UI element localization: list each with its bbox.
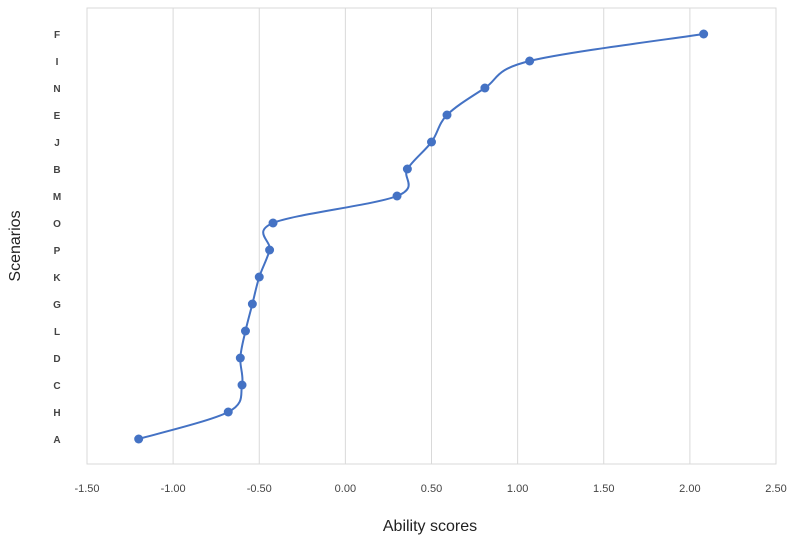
data-point-e <box>442 110 452 120</box>
x-tick-label: 1.00 <box>507 483 528 495</box>
data-points <box>134 29 709 444</box>
data-point-i <box>525 56 535 66</box>
y-tick-label: O <box>53 219 61 230</box>
x-tick-label: -0.50 <box>247 483 272 495</box>
data-point-f <box>699 29 709 39</box>
x-tick-label: 2.00 <box>679 483 700 495</box>
y-tick-label: D <box>53 354 60 365</box>
y-axis-title: Scenarios <box>7 210 24 281</box>
data-point-k <box>254 272 264 282</box>
y-tick-label: J <box>54 138 60 149</box>
data-point-j <box>427 137 436 147</box>
y-tick-label: C <box>53 381 60 392</box>
x-tick-label: 1.50 <box>593 483 614 495</box>
y-tick-label: F <box>54 30 60 41</box>
x-tick-label: -1.50 <box>74 483 99 495</box>
y-tick-label: N <box>53 84 60 95</box>
y-tick-label: H <box>53 408 60 419</box>
data-point-d <box>235 353 245 363</box>
data-point-a <box>134 434 144 444</box>
data-point-b <box>402 164 412 174</box>
data-point-l <box>240 326 250 336</box>
vertical-gridlines <box>172 8 691 464</box>
x-tick-label: 0.50 <box>421 483 442 495</box>
y-tick-label: E <box>54 111 61 122</box>
x-tick-label: 2.50 <box>765 483 786 495</box>
x-tick-label: 0.00 <box>335 483 356 495</box>
y-tick-labels: A H C D L G K P O M B J E N I F <box>53 30 62 446</box>
data-point-m <box>392 191 402 201</box>
y-tick-label: I <box>56 57 59 68</box>
x-axis-title: Ability scores <box>383 518 477 535</box>
y-tick-label: G <box>53 300 61 311</box>
data-point-g <box>247 299 257 309</box>
y-tick-label: M <box>53 192 61 203</box>
y-tick-label: P <box>54 246 61 257</box>
data-point-o <box>268 218 278 228</box>
series-line <box>138 33 704 440</box>
y-tick-label: L <box>54 327 60 338</box>
x-tick-labels: -1.50 -1.00 -0.50 0.00 0.50 1.00 1.50 2.00 2.50 <box>74 483 786 495</box>
x-tick-label: -1.00 <box>161 483 186 495</box>
data-point-n <box>480 83 490 93</box>
y-tick-label: K <box>53 273 61 284</box>
data-point-p <box>265 245 275 255</box>
data-point-c <box>237 380 247 390</box>
data-point-h <box>223 407 233 417</box>
y-tick-label: A <box>53 435 60 446</box>
y-tick-label: B <box>53 165 60 176</box>
